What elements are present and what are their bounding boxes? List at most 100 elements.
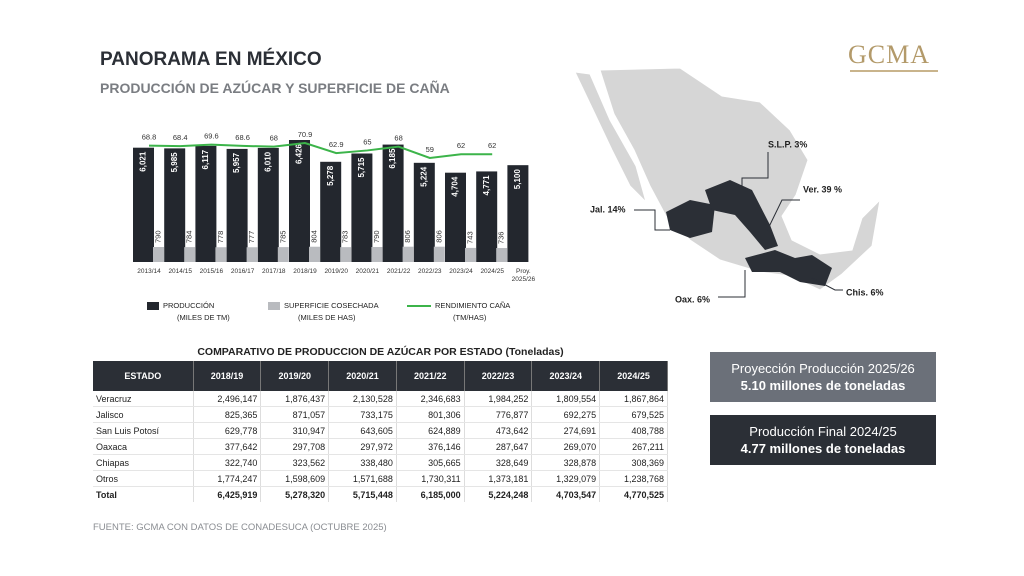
legend-swatch [147,302,159,310]
projection-box: Proyección Producción 2025/26 5.10 millo… [710,352,936,402]
bar-value-label: 5,224 [419,166,428,187]
table-row: San Luis Potosí 629,778 310,947 643,605 624,… [93,422,668,439]
bar [465,247,476,262]
table-cell: 323,562 [260,454,330,471]
bar-value-label: 778 [216,231,225,244]
table-cell: 269,070 [531,438,601,455]
map-label: S.L.P. 3% [768,139,807,149]
map-label: Jal. 14% [590,204,626,214]
table-header-cell: 2019/20 [260,361,330,391]
table-cell: 377,642 [193,438,262,455]
x-tick-label: 2024/25 [480,268,504,275]
table-cell: Otros [93,470,194,487]
table-cell: 376,146 [396,438,465,455]
bar-value-label: 5,985 [170,152,179,173]
table-cell: 6,185,000 [396,486,465,502]
bar [215,247,227,262]
table-cell: 1,774,247 [193,470,262,487]
table-row: Otros 1,774,247 1,598,609 1,571,688 1,730,31… [93,470,668,487]
box-value: 4.77 millones de toneladas [740,441,906,456]
x-tick-label: 2017/18 [262,268,286,275]
legend-unit: (TM/HAS) [453,313,487,322]
line-value-label: 59 [426,145,434,154]
table-cell: 310,947 [260,422,330,439]
logo: GCMA [848,40,931,69]
table-cell: 871,057 [260,406,330,423]
table-cell: 308,369 [599,454,668,471]
bar-value-label: 4,771 [482,175,491,196]
bar-value-label: 6,185 [388,148,397,169]
table-header-cell: 2020/21 [328,361,397,391]
table-row: Jalisco 825,365 871,057 733,175 801,306 776,8… [93,406,668,423]
bar [164,148,186,262]
bar-value-label: 4,704 [451,176,460,197]
bar [476,171,498,262]
bar-value-label: 6,010 [263,151,272,172]
table-cell: 733,175 [328,406,397,423]
table-header-cell: 2018/19 [193,361,262,391]
bar-value-label: 6,117 [201,149,210,169]
box-line: Producción Final 2024/25 [749,424,897,439]
table-cell: 473,642 [464,422,533,439]
bar [309,246,320,262]
table-header-cell: 2023/24 [531,361,601,391]
table-cell: 408,788 [599,422,668,439]
bar-value-label: 6,021 [139,151,148,172]
table-cell: 274,691 [531,422,601,439]
table-cell: 1,598,609 [260,470,330,487]
map: S.L.P. 3% Ver. 39 % Jal. 14% Oax. 6% Chi… [574,67,884,304]
bar [402,246,414,262]
table-header-cell: 2022/23 [464,361,533,391]
table-row: Oaxaca 377,642 297,708 297,972 376,146 287,64… [93,438,668,455]
table-cell: 1,876,437 [260,391,330,407]
bar [289,140,310,262]
table-cell: Jalisco [93,406,194,423]
table-cell: Veracruz [93,391,194,407]
bar-value-label: 5,100 [513,169,522,190]
line-value-label: 65 [363,137,371,146]
bar-value-label: 806 [403,230,412,243]
table-title: COMPARATIVO DE PRODUCCION DE AZÚCAR POR … [197,346,564,358]
bar-value-label: 790 [372,230,381,243]
table-cell: 624,889 [396,422,465,439]
table-cell: 692,275 [531,406,601,423]
table-cell: 1,984,252 [464,391,533,407]
x-tick-label: 2021/22 [386,268,411,275]
bar [340,247,352,262]
table-cell: 1,329,079 [531,470,601,487]
bar-value-label: 743 [465,231,474,244]
box-line: Proyección Producción 2025/26 [731,361,915,376]
line-value-label: 70.9 [298,130,313,139]
x-tick-label: 2018/19 [293,268,317,275]
x-tick-label: 2015/16 [199,268,224,275]
bar [226,148,248,262]
x-tick-label: 2013/14 [137,268,161,275]
leader [764,199,800,236]
table: ESTADO 2018/19 2019/20 2020/21 2021/22 2022/2… [93,361,668,502]
bar [320,161,342,262]
logo-rule [850,70,938,72]
table-cell: 2,496,147 [193,391,262,407]
table-cell: 267,211 [599,438,668,455]
bar-value-label: 806 [434,230,443,243]
table-cell: 1,238,768 [599,470,668,487]
leader [741,152,769,190]
table-cell: 297,708 [260,438,330,455]
bar [433,246,445,262]
bar [413,162,435,262]
table-cell: 5,224,248 [464,486,533,502]
map-state-highlight [666,200,715,238]
x-tick-label: 2014/15 [168,268,192,275]
table-cell: 679,525 [599,406,668,423]
x-tick-label: 2020/21 [355,268,380,275]
x-tick-label: 2023/24 [449,268,473,275]
bar-value-label: 736 [497,232,506,245]
legend-swatch [268,302,280,310]
table-cell: 287,647 [464,438,533,455]
bar [246,247,258,262]
line-value-label: 68 [394,134,402,143]
legend-label: PRODUCCIÓN [163,301,214,310]
bar-value-label: 783 [341,231,350,244]
